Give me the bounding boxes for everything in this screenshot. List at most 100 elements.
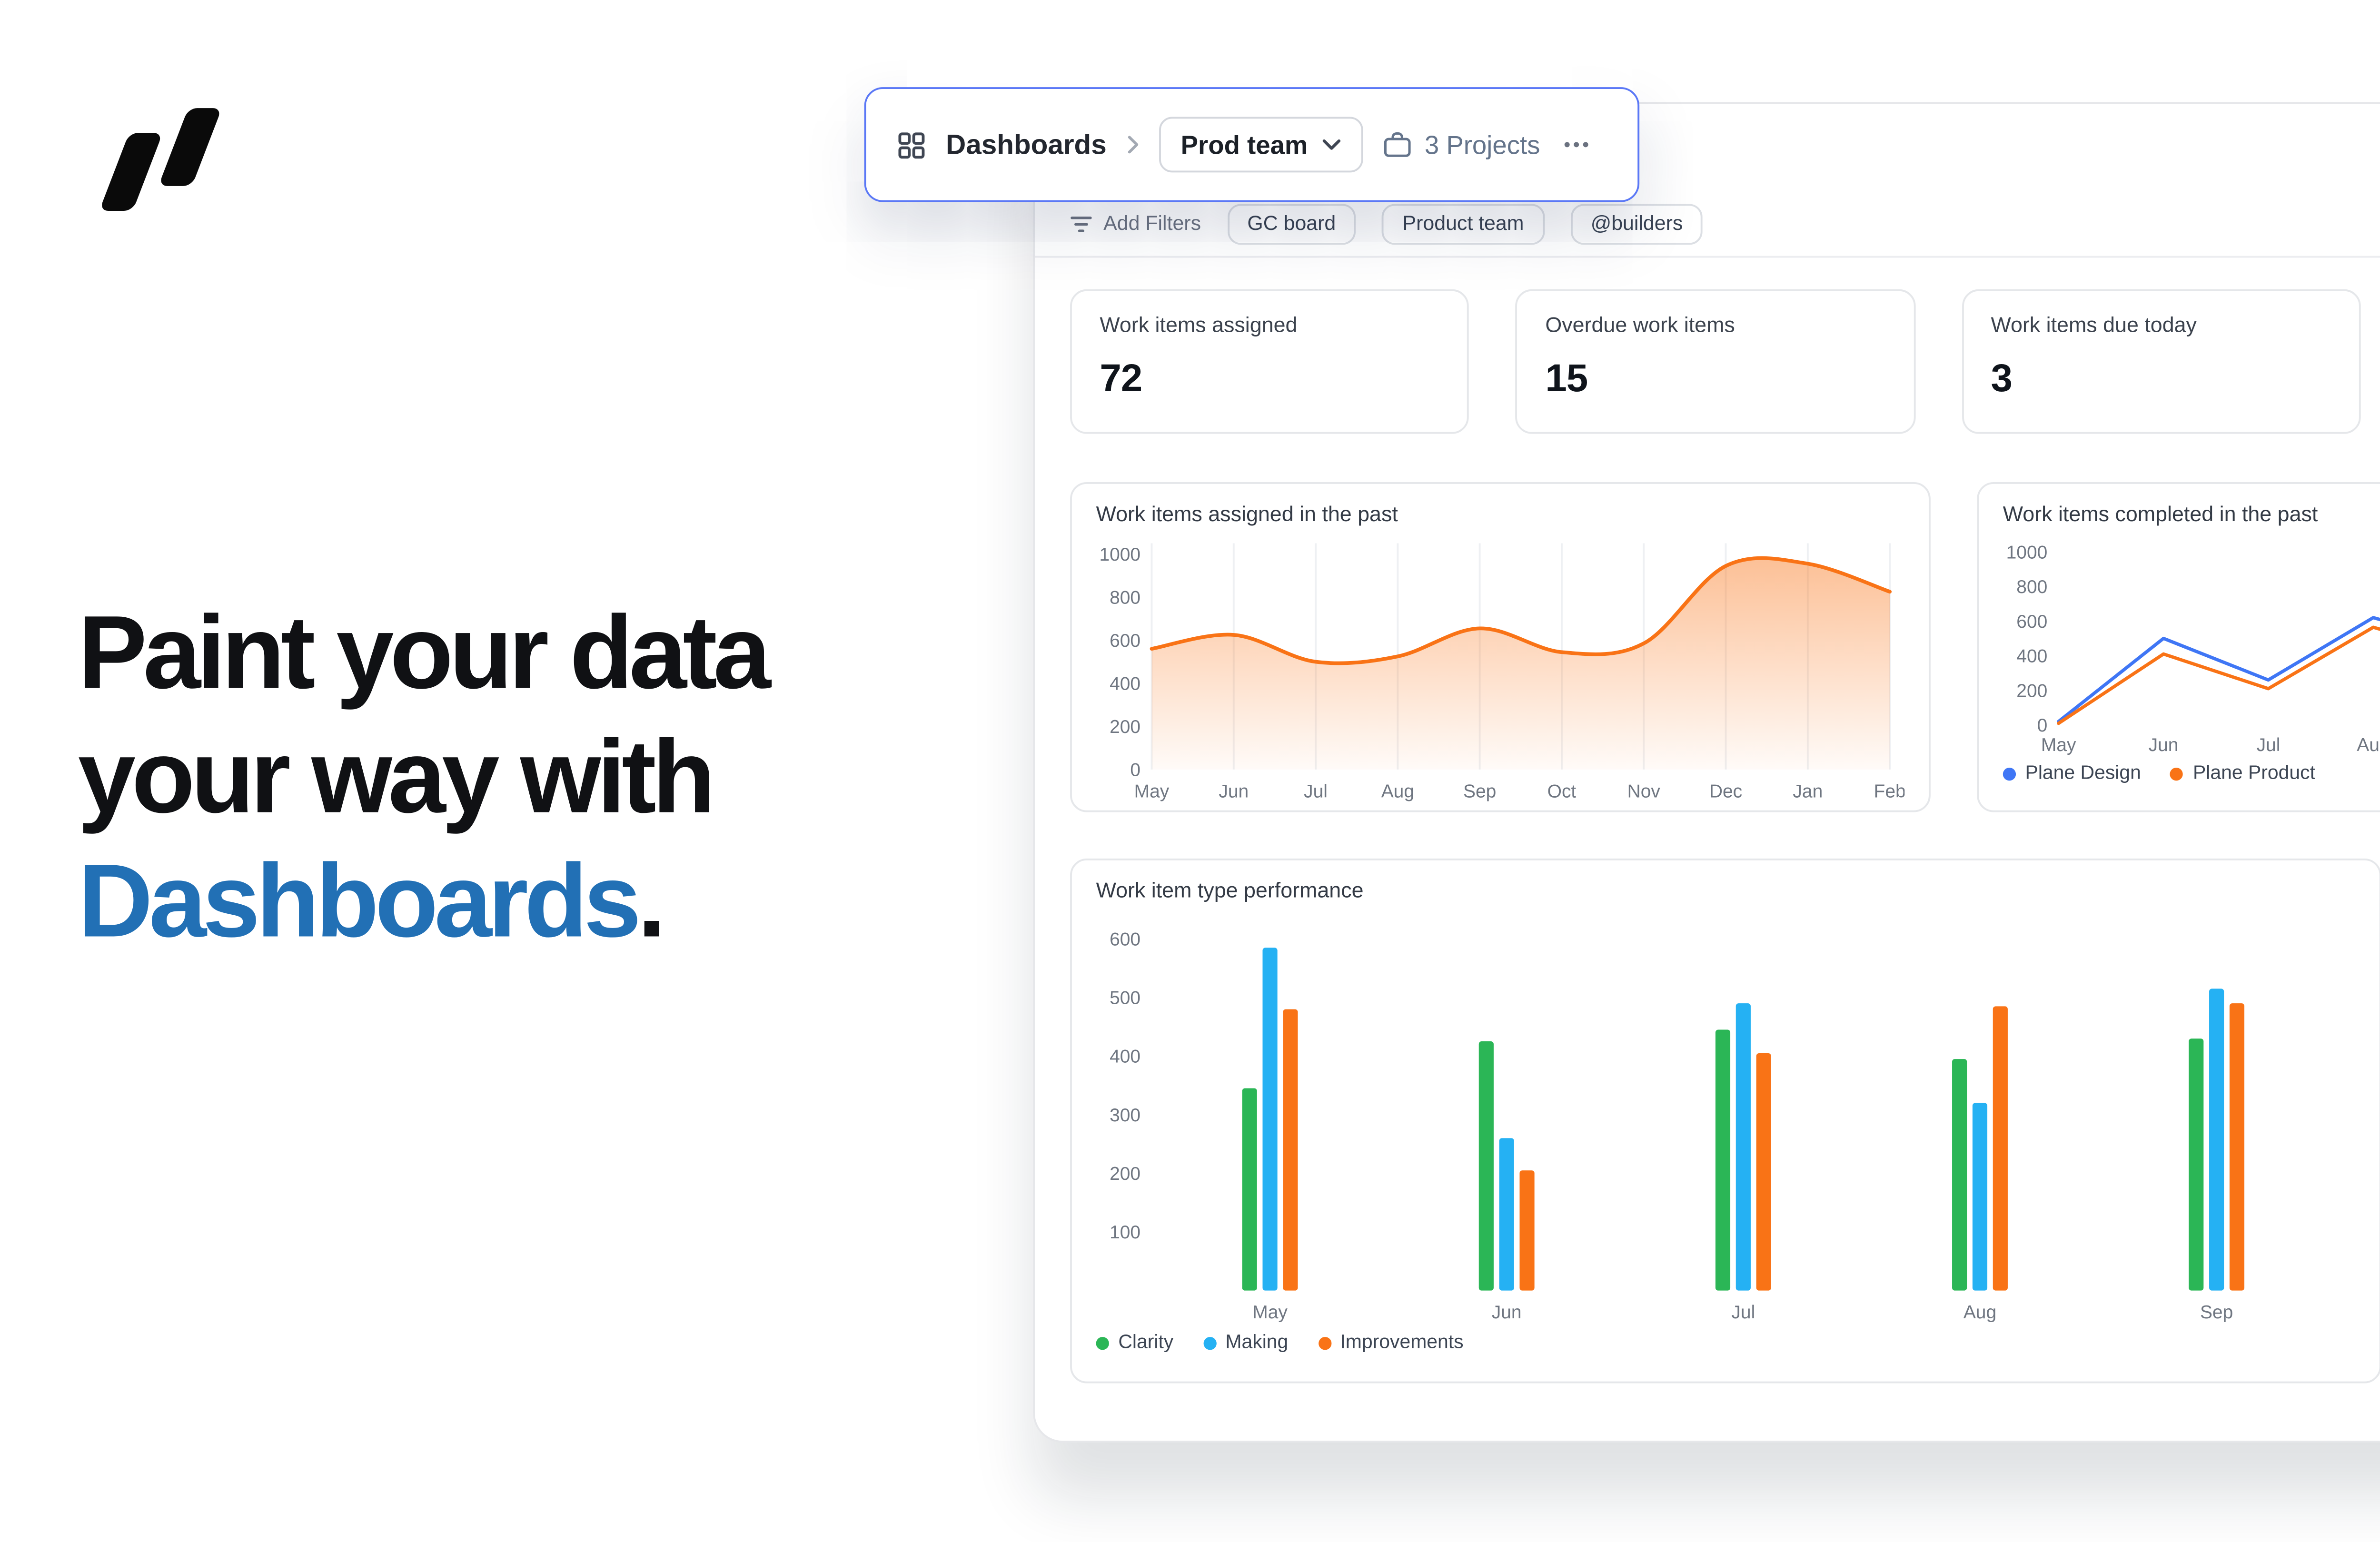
svg-text:Aug: Aug [2357,735,2380,755]
add-filters-button[interactable]: Add Filters [1070,213,1201,236]
legend-label: Clarity [1118,1331,1174,1354]
hero-line-2: your way with [78,717,716,835]
bar-chart: May Jun Jul Aug Sep 600 500 400 300 200 100 [1096,909,2355,1328]
svg-text:100: 100 [1110,1222,1140,1243]
more-options-icon[interactable] [1564,141,1590,148]
svg-text:Jul: Jul [2257,735,2281,755]
bar-chart-legend: Clarity Making Improvements [1096,1331,2355,1354]
svg-text:Aug: Aug [1964,1302,1996,1323]
svg-text:400: 400 [1110,1047,1140,1067]
svg-text:600: 600 [2016,612,2047,632]
chart-title: Work items completed in the past [2003,504,2318,527]
legend-item-making: Making [1203,1331,1289,1354]
svg-text:400: 400 [1110,673,1140,694]
legend-item-clarity: Clarity [1096,1331,1174,1354]
filter-icon [1070,215,1092,234]
stats-row: Work items assigned 72 Overdue work item… [1070,289,2380,434]
svg-text:Aug: Aug [1381,781,1414,801]
svg-text:400: 400 [2016,646,2047,667]
svg-text:600: 600 [1110,929,1140,949]
breadcrumb-dashboards[interactable]: Dashboards [946,128,1107,161]
svg-text:Nov: Nov [1627,781,1661,801]
stat-label: Overdue work items [1545,315,1735,338]
svg-text:0: 0 [2037,715,2048,736]
bottom-row: Work item type performance May Jun Jul Aug S… [1070,858,2380,1384]
svg-text:500: 500 [1110,988,1140,1008]
legend-label: Making [1225,1331,1289,1354]
dashboards-grid-icon [898,131,925,158]
svg-text:May: May [1134,781,1170,801]
legend-dot [1203,1336,1216,1349]
line-chart: MayJunJulAugSeptOctNovDec100080060040020… [2003,532,2380,758]
svg-text:200: 200 [2016,681,2047,701]
legend-dot [2171,767,2184,780]
svg-text:Jun: Jun [1492,1302,1522,1323]
line-chart-legend: Plane Design Plane Product [2003,762,2380,784]
chevron-down-icon [1323,139,1341,150]
svg-text:800: 800 [2016,577,2047,597]
svg-text:May: May [2041,735,2076,755]
breadcrumb-projects-label: 3 Projects [1424,129,1540,160]
chevron-right-icon [1127,135,1138,154]
svg-text:200: 200 [1110,1164,1140,1184]
charts-row: Work items assigned in the past May Jun Ju… [1070,482,2380,812]
svg-text:Jan: Jan [1793,781,1823,801]
legend-label: Improvements [1340,1331,1464,1354]
breadcrumb: Dashboards Prod team 3 Projects [864,87,1640,202]
svg-text:Jul: Jul [1304,781,1328,801]
svg-text:Oct: Oct [1547,781,1577,801]
legend-item-improvements: Improvements [1318,1331,1464,1354]
svg-text:Jun: Jun [1219,781,1249,801]
stat-label: Work items assigned [1100,315,1298,338]
svg-text:1000: 1000 [2006,542,2048,563]
divider [1035,256,2380,258]
svg-text:1000: 1000 [1099,544,1140,565]
team-selector[interactable]: Prod team [1158,117,1364,173]
svg-text:800: 800 [1110,587,1140,608]
svg-text:600: 600 [1110,631,1140,651]
legend-label: Plane Design [2025,762,2141,785]
filter-chip-builders[interactable]: @builders [1570,204,1704,245]
svg-text:Dec: Dec [1709,781,1742,801]
legend-dot [1096,1336,1109,1349]
area-chart: May Jun Jul Aug Sep Oct Nov Dec Jan Feb 1000 800 600… [1096,532,1905,807]
chart-title: Work items assigned in the past [1096,504,1398,527]
legend-dot [1318,1336,1331,1349]
chart-card-type-performance: Work item type performance May Jun Jul Aug S… [1070,858,2380,1384]
stat-card-overdue: Overdue work items 15 [1516,289,1915,434]
stat-card-due-today: Work items due today 3 [1961,289,2360,434]
hero-period: . [637,841,666,959]
svg-text:300: 300 [1110,1105,1140,1126]
chart-title: Work item type performance [1096,880,1364,903]
svg-text:Jun: Jun [2149,735,2179,755]
filter-chip-product-team[interactable]: Product team [1382,204,1545,245]
stat-value: 72 [1100,357,1142,401]
chart-card-completed-past: Work items completed in the past May Jun J… [1977,482,2380,812]
svg-text:200: 200 [1110,717,1140,737]
svg-text:0: 0 [1130,760,1140,781]
filters-row: Add Filters GC board Product team @build… [1070,204,1704,245]
svg-text:Sep: Sep [2200,1302,2233,1323]
stat-label: Work items due today [1991,315,2197,338]
legend-dot [2003,767,2016,780]
add-filters-label: Add Filters [1103,213,1201,236]
stat-value: 15 [1545,357,1588,401]
svg-text:Feb: Feb [1874,781,1905,801]
breadcrumb-projects[interactable]: 3 Projects [1384,130,1540,159]
svg-text:Jul: Jul [1731,1302,1755,1323]
stat-card-assigned: Work items assigned 72 [1070,289,1469,434]
hero-line-1: Paint your data [78,593,771,711]
briefcase-icon [1384,132,1411,158]
legend-item-plane-product: Plane Product [2171,762,2315,784]
dashboard-panel: Edit Add Filters GC board Product team @… [1033,102,2380,1443]
svg-text:Sep: Sep [1463,781,1496,801]
filter-chip-gc-board[interactable]: GC board [1227,204,1357,245]
chart-card-assigned-past: Work items assigned in the past May Jun Ju… [1070,482,1931,812]
legend-label: Plane Product [2193,762,2316,785]
stat-value: 3 [1991,357,2013,401]
plane-logo [102,108,219,211]
hero-heading: Paint your data your way with Dashboards. [78,590,771,962]
legend-item-plane-design: Plane Design [2003,762,2141,784]
